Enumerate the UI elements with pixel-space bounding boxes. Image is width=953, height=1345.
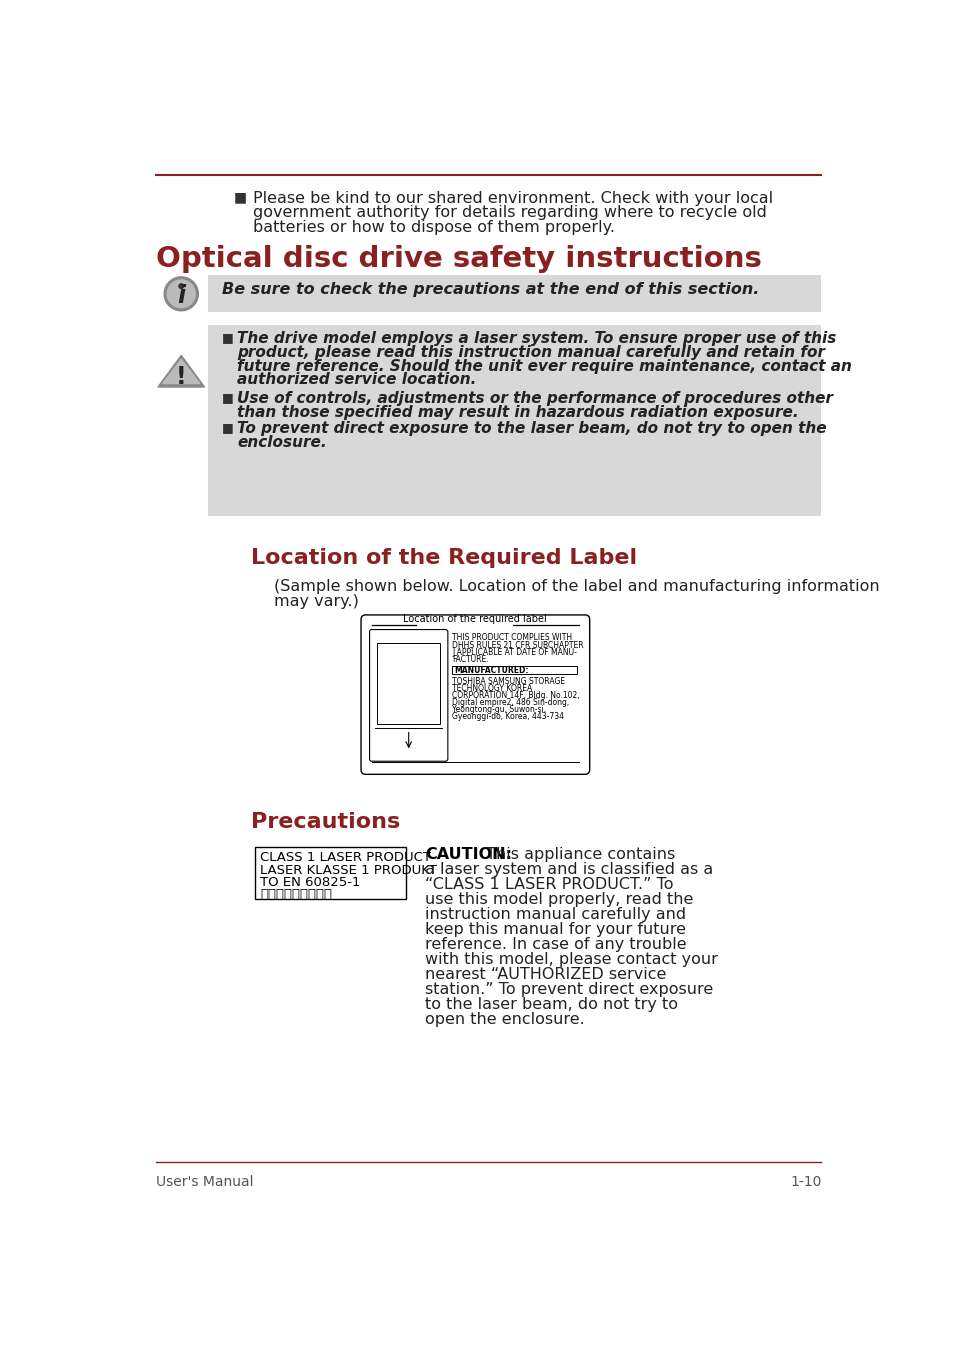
Text: open the enclosure.: open the enclosure. [425,1011,584,1026]
Bar [452,666,577,674]
Text: THIS PRODUCT COMPLIES WITH: THIS PRODUCT COMPLIES WITH [452,633,572,643]
Polygon shape [162,359,199,383]
Text: CORPORATION 14F, Bldg. No.102,: CORPORATION 14F, Bldg. No.102, [452,691,579,701]
Text: enclosure.: enclosure. [236,434,326,449]
Text: (Sample shown below. Location of the label and manufacturing information: (Sample shown below. Location of the lab… [274,578,879,593]
Text: ■: ■ [222,421,233,434]
Text: batteries or how to dispose of them properly.: batteries or how to dispose of them prop… [253,221,614,235]
Text: a laser system and is classified as a: a laser system and is classified as a [425,862,713,877]
Text: Optical disc drive safety instructions: Optical disc drive safety instructions [156,245,761,273]
Text: This appliance contains: This appliance contains [480,847,675,862]
Polygon shape [164,277,198,311]
Text: TOSHIBA SAMSUNG STORAGE: TOSHIBA SAMSUNG STORAGE [452,678,565,686]
Text: FACTURE.: FACTURE. [452,655,489,664]
Text: Location of the Required Label: Location of the Required Label [251,547,637,568]
Text: TO EN 60825-1: TO EN 60825-1 [260,876,360,889]
Text: CLASS 1 LASER PRODUCT: CLASS 1 LASER PRODUCT [260,851,431,865]
Text: LASER KLASSE 1 PRODUKT: LASER KLASSE 1 PRODUKT [260,863,436,877]
Text: CAUTION:: CAUTION: [425,847,512,862]
Text: may vary.): may vary.) [274,594,358,609]
Text: station.” To prevent direct exposure: station.” To prevent direct exposure [425,982,713,997]
Text: J APPLICABLE AT DATE OF MANU-: J APPLICABLE AT DATE OF MANU- [452,648,577,658]
Polygon shape [158,355,204,387]
Text: Gyeonggi-do, Korea, 443-734: Gyeonggi-do, Korea, 443-734 [452,712,564,721]
Text: ■: ■ [222,331,233,344]
FancyBboxPatch shape [369,629,447,761]
Text: reference. In case of any trouble: reference. In case of any trouble [425,936,686,952]
Text: Precautions: Precautions [251,812,400,833]
Bar [377,643,439,724]
Text: keep this manual for your future: keep this manual for your future [425,921,685,936]
FancyBboxPatch shape [360,615,589,775]
Text: “CLASS 1 LASER PRODUCT.” To: “CLASS 1 LASER PRODUCT.” To [425,877,673,892]
Text: to the laser beam, do not try to: to the laser beam, do not try to [425,997,678,1011]
Text: TECHNOLOGY KOREA: TECHNOLOGY KOREA [452,685,532,693]
Text: with this model, please contact your: with this model, please contact your [425,952,718,967]
Polygon shape [179,284,183,288]
Text: instruction manual carefully and: instruction manual carefully and [425,907,686,921]
Polygon shape [167,280,195,308]
Bar [208,325,821,516]
Text: i: i [177,284,185,308]
Text: ■: ■ [222,391,233,404]
Text: !: ! [175,364,187,389]
Bar [254,847,406,898]
Text: User's Manual: User's Manual [156,1174,253,1189]
Text: The drive model employs a laser system. To ensure proper use of this: The drive model employs a laser system. … [236,331,836,346]
Text: government authority for details regarding where to recycle old: government authority for details regardi… [253,206,765,221]
Text: nearest “AUTHORIZED service: nearest “AUTHORIZED service [425,967,666,982]
Text: Use of controls, adjustments or the performance of procedures other: Use of controls, adjustments or the perf… [236,391,832,406]
Text: authorized service location.: authorized service location. [236,373,476,387]
Text: Digital empire2, 486 Sin-dong,: Digital empire2, 486 Sin-dong, [452,698,569,707]
Text: use this model properly, read the: use this model properly, read the [425,892,693,907]
Text: Please be kind to our shared environment. Check with your local: Please be kind to our shared environment… [253,191,772,206]
Text: MANUFACTURED:: MANUFACTURED: [454,666,528,675]
Text: To prevent direct exposure to the laser beam, do not try to open the: To prevent direct exposure to the laser … [236,421,826,436]
Bar [208,276,821,312]
Text: than those specified may result in hazardous radiation exposure.: than those specified may result in hazar… [236,405,798,420]
Text: ■: ■ [233,191,247,204]
Text: クラス１レーザ製品: クラス１レーザ製品 [260,888,332,901]
Text: product, please read this instruction manual carefully and retain for: product, please read this instruction ma… [236,344,824,359]
Text: Location of the required label: Location of the required label [403,615,547,624]
Text: Yeongtong-gu, Suwon-si,: Yeongtong-gu, Suwon-si, [452,705,546,714]
Text: future reference. Should the unit ever require maintenance, contact an: future reference. Should the unit ever r… [236,359,851,374]
Text: 1-10: 1-10 [789,1174,821,1189]
Text: DHHS RULES 21 CFR SUBCHAPTER: DHHS RULES 21 CFR SUBCHAPTER [452,640,583,650]
Text: Be sure to check the precautions at the end of this section.: Be sure to check the precautions at the … [222,281,759,296]
